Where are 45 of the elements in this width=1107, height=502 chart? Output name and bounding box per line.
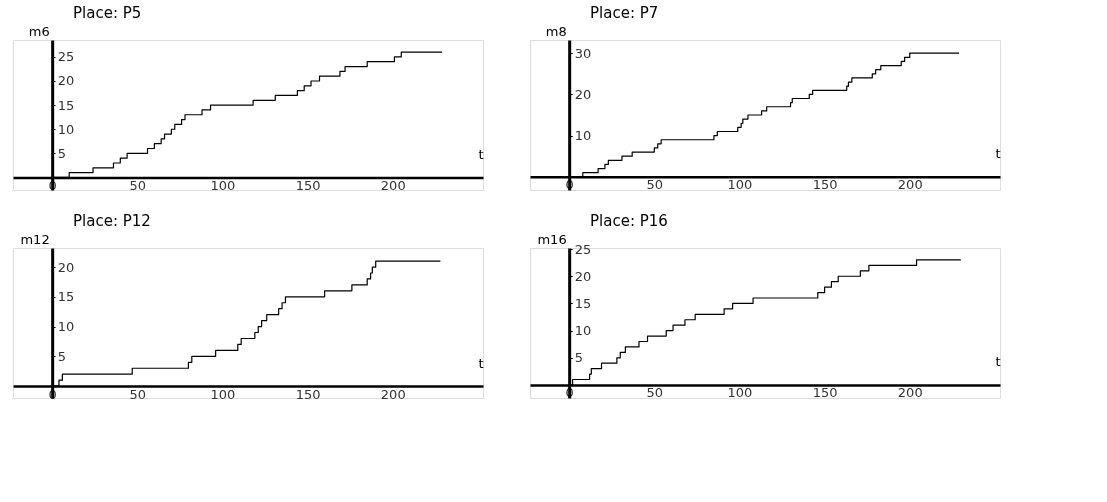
x-axis-title: t: [478, 146, 484, 162]
y-tick-label: 10: [57, 121, 75, 137]
x-tick-label: 100: [210, 386, 236, 402]
x-tick-label: 50: [129, 177, 147, 193]
x-tick-label: 150: [295, 386, 321, 402]
x-axis-title: t: [995, 146, 1001, 162]
y-tick-label: 25: [574, 241, 592, 257]
x-axis-title: t: [478, 355, 484, 371]
x-tick-label: 150: [295, 177, 321, 193]
y-tick-label: 10: [574, 128, 592, 144]
y-tick-label: 5: [574, 350, 583, 366]
y-tick-label: 20: [574, 86, 592, 102]
x-tick-label: 200: [380, 386, 406, 402]
x-tick-label: 150: [812, 385, 838, 401]
x-tick-label: 200: [897, 177, 923, 193]
x-tick-label: 200: [897, 385, 923, 401]
y-axis-title: m8: [545, 23, 567, 39]
y-tick-label: 15: [574, 295, 592, 311]
y-axis-title: m12: [20, 231, 50, 247]
y-tick-label: 5: [57, 348, 66, 364]
y-tick-label: 20: [574, 268, 592, 284]
x-tick-label: 100: [727, 177, 753, 193]
x-tick-label: 100: [727, 385, 753, 401]
x-tick-label: 100: [210, 177, 236, 193]
chart-title: Place: P7: [590, 4, 659, 22]
chart-title: Place: P5: [73, 4, 142, 22]
y-tick-label: 15: [57, 289, 75, 305]
y-tick-label: 15: [57, 97, 75, 113]
x-tick-label: 50: [129, 386, 147, 402]
chart-title: Place: P16: [590, 212, 668, 230]
y-tick-label: 20: [57, 73, 75, 89]
y-axis-title: m6: [28, 23, 50, 39]
y-tick-label: 10: [574, 323, 592, 339]
x-tick-label: 50: [646, 385, 664, 401]
y-tick-label: 25: [57, 49, 75, 65]
x-tick-label: 50: [646, 177, 664, 193]
x-tick-label: 150: [812, 177, 838, 193]
y-axis-title: m16: [537, 231, 567, 247]
y-tick-label: 20: [57, 259, 75, 275]
x-tick-label: 200: [380, 177, 406, 193]
x-axis-title: t: [995, 354, 1001, 370]
y-tick-label: 5: [57, 145, 66, 161]
chart-title: Place: P12: [73, 212, 151, 230]
y-tick-label: 10: [57, 319, 75, 335]
y-tick-label: 30: [574, 45, 592, 61]
